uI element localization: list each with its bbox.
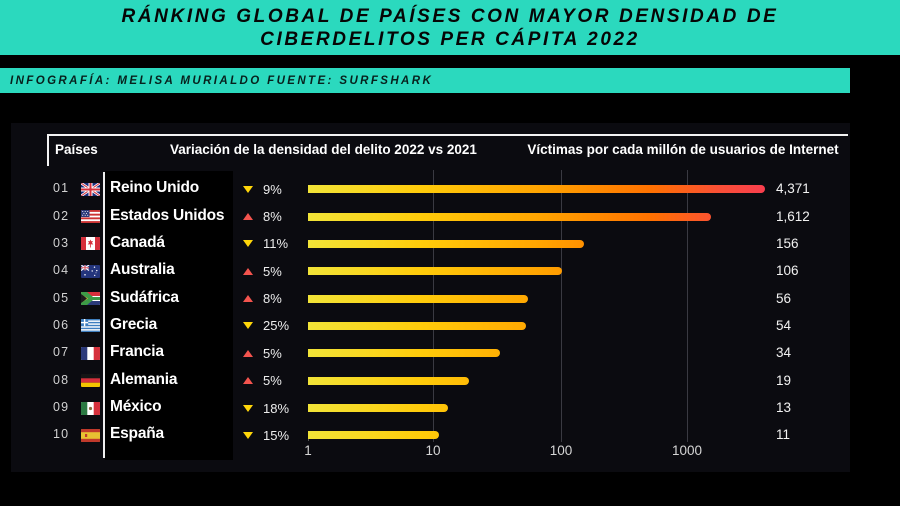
victims-value: 19 <box>776 372 792 388</box>
country-name: Alemania <box>110 370 178 388</box>
victims-value: 4,371 <box>776 181 810 197</box>
victims-value: 34 <box>776 345 792 361</box>
country-name: Sudáfrica <box>110 288 179 306</box>
country-name: Canadá <box>110 233 165 251</box>
triangle-down-icon <box>243 185 253 193</box>
triangle-down-icon <box>243 404 253 412</box>
victims-value: 11 <box>776 427 791 443</box>
victims-value: 54 <box>776 317 792 333</box>
x-axis-label: 1000 <box>671 443 703 458</box>
x-axis-label: 10 <box>425 443 441 458</box>
column-header-variation: Variación de la densidad del delito 2022… <box>170 142 477 157</box>
title-band: RÁNKING GLOBAL DE PAÍSES CON MAYOR DENSI… <box>0 0 900 55</box>
country-name: Australia <box>110 261 175 279</box>
rank-label: 06 <box>53 317 70 332</box>
header-border <box>47 134 848 166</box>
victims-bar <box>308 349 501 358</box>
rank-label: 09 <box>53 400 70 414</box>
victims-value: 56 <box>776 290 792 306</box>
country-name: Francia <box>110 343 164 361</box>
flag-za-icon <box>81 292 100 306</box>
page-title-line2: CIBERDELITOS PER CÁPITA 2022 <box>260 28 640 50</box>
rank-label: 01 <box>53 181 70 196</box>
credits-text: INFOGRAFÍA: MELISA MURIALDO FUENTE: SURF… <box>10 74 434 87</box>
flag-gr-icon <box>81 319 100 333</box>
victims-bar <box>308 294 528 303</box>
rank-label: 03 <box>53 235 70 250</box>
triangle-down-icon <box>243 322 253 330</box>
change-percent: 25% <box>263 318 290 334</box>
victims-value: 1,612 <box>776 208 810 224</box>
flag-ca-icon <box>81 237 100 251</box>
victims-value: 156 <box>776 235 799 251</box>
change-percent: 5% <box>263 263 282 279</box>
gridline-10 <box>433 170 434 442</box>
change-percent: 15% <box>263 427 290 443</box>
credits-band: INFOGRAFÍA: MELISA MURIALDO FUENTE: SURF… <box>0 68 850 93</box>
flag-es-icon <box>81 428 100 442</box>
change-percent: 8% <box>263 291 282 307</box>
flag-de-icon <box>81 374 100 388</box>
change-percent: 8% <box>263 209 282 225</box>
victims-value: 106 <box>776 263 799 279</box>
rank-label: 02 <box>53 208 70 223</box>
rank-label: 08 <box>53 372 70 387</box>
rank-label: 05 <box>53 290 70 305</box>
country-name: Grecia <box>110 315 158 333</box>
triangle-up-icon <box>243 377 253 385</box>
triangle-up-icon <box>243 295 253 303</box>
victims-bar <box>308 404 448 412</box>
country-name: México <box>110 398 162 415</box>
country-name: Estados Unidos <box>110 206 225 224</box>
triangle-up-icon <box>243 213 253 221</box>
x-axis-label: 1 <box>304 443 312 458</box>
rank-label: 10 <box>53 427 70 442</box>
country-name: Reino Unido <box>110 179 200 197</box>
change-percent: 9% <box>263 181 282 197</box>
triangle-up-icon <box>243 267 253 275</box>
change-percent: 11% <box>263 236 289 252</box>
flag-us-icon <box>81 210 100 224</box>
victims-bar <box>308 267 563 276</box>
change-percent: 18% <box>263 400 290 416</box>
victims-bar <box>308 321 526 330</box>
change-percent: 5% <box>263 373 282 389</box>
column-header-victims: Víctimas por cada millón de usuarios de … <box>527 142 839 157</box>
victims-bar <box>308 431 439 440</box>
page-title-line1: RÁNKING GLOBAL DE PAÍSES CON MAYOR DENSI… <box>121 5 779 27</box>
change-percent: 5% <box>263 345 282 361</box>
victims-bar <box>308 239 584 248</box>
victims-bar <box>308 376 469 385</box>
x-axis-label: 100 <box>549 443 573 458</box>
column-header-countries: Países <box>55 142 98 157</box>
triangle-down-icon <box>243 431 253 439</box>
rank-label: 07 <box>53 345 70 360</box>
country-names-background <box>105 171 233 460</box>
triangle-up-icon <box>243 349 253 357</box>
flag-gb-icon <box>81 182 100 196</box>
gridline-1000 <box>687 170 688 442</box>
flag-fr-icon <box>81 346 100 360</box>
victims-bar <box>308 185 766 194</box>
victims-value: 13 <box>776 400 792 415</box>
rank-label: 04 <box>53 263 70 278</box>
flag-au-icon <box>81 264 100 278</box>
country-name: España <box>110 425 164 443</box>
triangle-down-icon <box>243 240 253 248</box>
victims-bar <box>308 212 711 221</box>
gridline-100 <box>561 170 562 442</box>
flag-mx-icon <box>81 401 100 415</box>
column-divider-line <box>103 172 105 458</box>
